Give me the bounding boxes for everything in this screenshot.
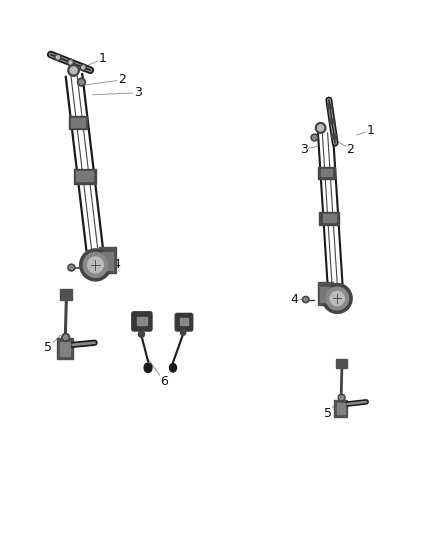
Ellipse shape — [322, 284, 352, 313]
Ellipse shape — [312, 136, 316, 140]
FancyBboxPatch shape — [57, 338, 73, 359]
Ellipse shape — [67, 59, 74, 66]
Ellipse shape — [78, 78, 85, 86]
Text: 1: 1 — [366, 124, 374, 137]
Ellipse shape — [318, 125, 324, 131]
FancyBboxPatch shape — [71, 118, 85, 127]
FancyBboxPatch shape — [76, 172, 93, 181]
Text: 5: 5 — [324, 407, 332, 419]
FancyBboxPatch shape — [60, 289, 72, 300]
FancyBboxPatch shape — [337, 403, 345, 414]
Ellipse shape — [326, 287, 349, 310]
Circle shape — [144, 363, 152, 373]
FancyBboxPatch shape — [319, 212, 339, 225]
Text: 3: 3 — [300, 143, 307, 156]
Ellipse shape — [332, 134, 337, 139]
FancyBboxPatch shape — [318, 167, 336, 179]
Ellipse shape — [180, 330, 186, 335]
FancyBboxPatch shape — [69, 116, 88, 129]
Ellipse shape — [69, 265, 74, 269]
Ellipse shape — [55, 54, 61, 61]
Ellipse shape — [80, 249, 111, 281]
Ellipse shape — [57, 56, 60, 59]
FancyBboxPatch shape — [321, 169, 332, 176]
Ellipse shape — [340, 395, 343, 400]
Ellipse shape — [138, 331, 145, 337]
FancyBboxPatch shape — [320, 287, 330, 302]
FancyBboxPatch shape — [336, 359, 347, 368]
FancyBboxPatch shape — [334, 400, 347, 417]
Text: 2: 2 — [118, 74, 126, 86]
Ellipse shape — [329, 119, 335, 124]
Ellipse shape — [68, 64, 79, 76]
Ellipse shape — [330, 292, 344, 305]
Ellipse shape — [70, 67, 77, 74]
Ellipse shape — [304, 298, 307, 301]
Ellipse shape — [315, 123, 326, 133]
Ellipse shape — [80, 64, 86, 70]
Ellipse shape — [79, 80, 84, 84]
Ellipse shape — [81, 66, 85, 69]
Ellipse shape — [338, 394, 345, 401]
Ellipse shape — [68, 264, 75, 271]
Ellipse shape — [302, 296, 309, 303]
Ellipse shape — [327, 104, 332, 109]
FancyBboxPatch shape — [60, 342, 70, 356]
Ellipse shape — [69, 61, 72, 64]
Ellipse shape — [64, 335, 68, 340]
Text: 4: 4 — [112, 259, 120, 271]
Ellipse shape — [311, 134, 318, 141]
FancyBboxPatch shape — [137, 317, 147, 325]
FancyBboxPatch shape — [180, 318, 188, 325]
FancyBboxPatch shape — [132, 312, 152, 331]
Ellipse shape — [62, 334, 70, 342]
FancyBboxPatch shape — [99, 247, 116, 273]
Text: 2: 2 — [346, 143, 354, 156]
Circle shape — [170, 364, 177, 372]
Text: 3: 3 — [134, 86, 142, 99]
FancyBboxPatch shape — [318, 282, 333, 305]
Text: 1: 1 — [99, 52, 107, 65]
FancyBboxPatch shape — [175, 313, 193, 331]
FancyBboxPatch shape — [102, 252, 113, 270]
Ellipse shape — [88, 257, 103, 273]
Ellipse shape — [83, 253, 108, 277]
FancyBboxPatch shape — [74, 168, 95, 183]
Text: 4: 4 — [290, 293, 298, 306]
FancyBboxPatch shape — [322, 214, 336, 222]
Text: 6: 6 — [160, 375, 168, 387]
Text: 5: 5 — [44, 341, 52, 354]
